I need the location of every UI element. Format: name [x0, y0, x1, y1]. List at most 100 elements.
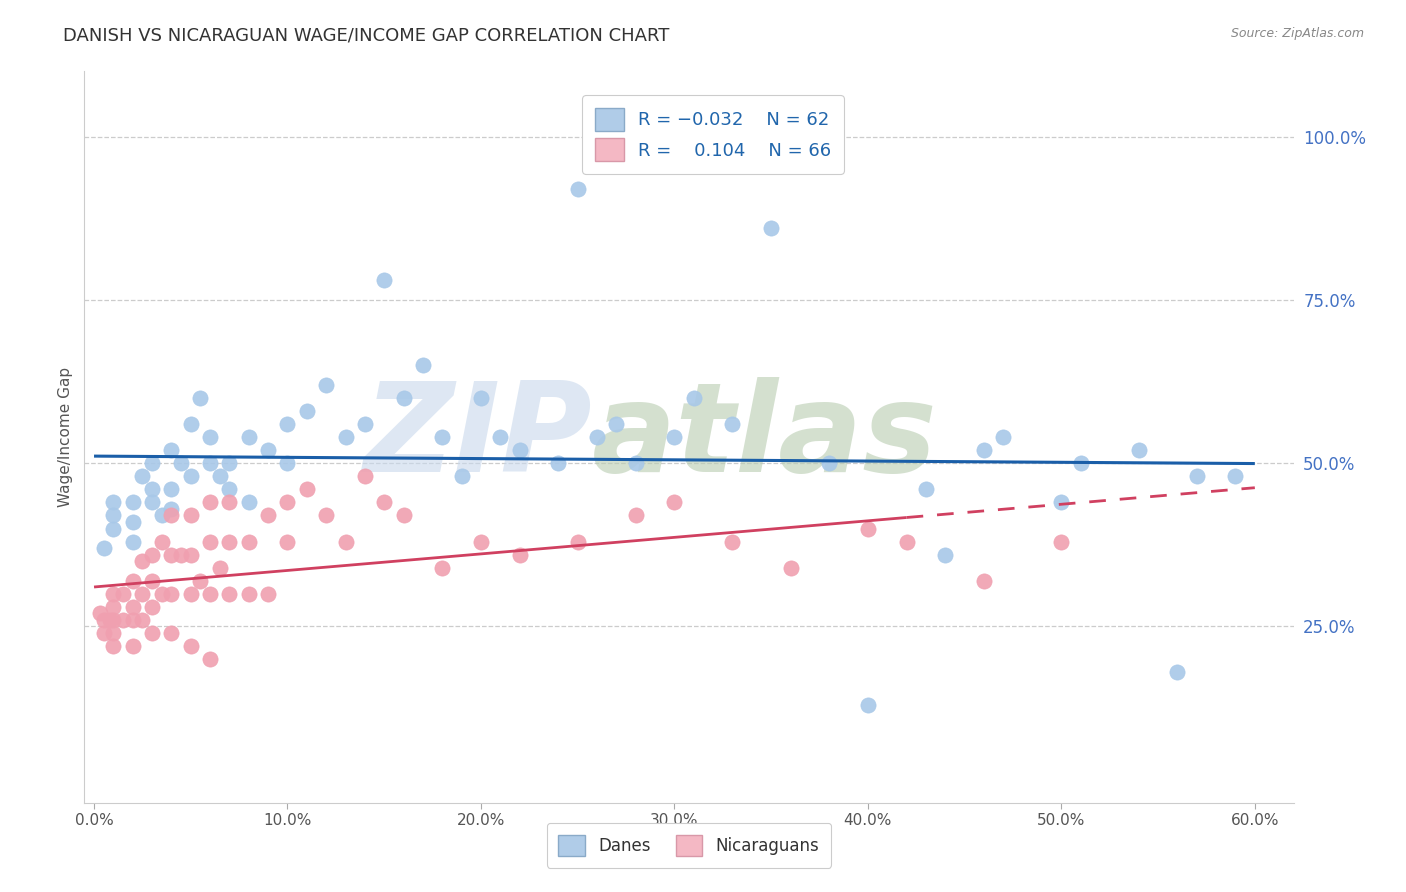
Point: [103, 599, 125, 614]
Point: [664, 495, 686, 509]
Point: [180, 508, 202, 523]
Point: [276, 456, 298, 470]
Point: [160, 483, 183, 497]
Point: [131, 469, 153, 483]
Point: [121, 515, 143, 529]
Point: [276, 534, 298, 549]
Text: DANISH VS NICARAGUAN WAGE/INCOME GAP CORRELATION CHART: DANISH VS NICARAGUAN WAGE/INCOME GAP COR…: [63, 27, 669, 45]
Point: [470, 534, 492, 549]
Point: [373, 495, 395, 509]
Point: [335, 430, 357, 444]
Point: [198, 456, 221, 470]
Text: ZIP: ZIP: [364, 376, 592, 498]
Point: [131, 613, 153, 627]
Point: [1070, 456, 1092, 470]
Point: [238, 534, 260, 549]
Point: [779, 560, 801, 574]
Point: [218, 495, 240, 509]
Point: [121, 495, 143, 509]
Point: [150, 508, 173, 523]
Point: [682, 391, 704, 405]
Point: [160, 548, 183, 562]
Point: [180, 639, 202, 653]
Point: [721, 417, 744, 431]
Point: [218, 587, 240, 601]
Point: [141, 456, 163, 470]
Point: [198, 430, 221, 444]
Point: [257, 443, 280, 458]
Point: [160, 502, 183, 516]
Y-axis label: Wage/Income Gap: Wage/Income Gap: [58, 367, 73, 508]
Point: [605, 417, 627, 431]
Point: [1050, 534, 1073, 549]
Point: [489, 430, 512, 444]
Point: [93, 541, 115, 555]
Point: [180, 548, 202, 562]
Point: [218, 483, 240, 497]
Point: [141, 599, 163, 614]
Point: [257, 508, 280, 523]
Point: [973, 574, 995, 588]
Point: [160, 587, 183, 601]
Point: [103, 626, 125, 640]
Point: [103, 508, 125, 523]
Point: [624, 508, 647, 523]
Point: [856, 521, 879, 535]
Point: [103, 521, 125, 535]
Point: [509, 548, 531, 562]
Point: [150, 587, 173, 601]
Point: [103, 495, 125, 509]
Point: [354, 469, 377, 483]
Point: [373, 273, 395, 287]
Point: [131, 554, 153, 568]
Point: [1225, 469, 1247, 483]
Point: [257, 587, 280, 601]
Point: [315, 377, 337, 392]
Point: [450, 469, 472, 483]
Point: [190, 391, 212, 405]
Point: [141, 574, 163, 588]
Point: [218, 534, 240, 549]
Point: [1185, 469, 1208, 483]
Point: [141, 483, 163, 497]
Point: [121, 639, 143, 653]
Point: [238, 495, 260, 509]
Point: [112, 613, 135, 627]
Point: [121, 574, 143, 588]
Point: [131, 587, 153, 601]
Point: [121, 534, 143, 549]
Point: [98, 613, 121, 627]
Point: [586, 430, 609, 444]
Point: [993, 430, 1015, 444]
Point: [112, 587, 135, 601]
Point: [190, 574, 212, 588]
Point: [392, 508, 415, 523]
Point: [208, 560, 231, 574]
Point: [567, 534, 589, 549]
Point: [759, 221, 782, 235]
Point: [721, 534, 744, 549]
Point: [547, 456, 569, 470]
Point: [973, 443, 995, 458]
Point: [295, 483, 318, 497]
Point: [141, 626, 163, 640]
Point: [1128, 443, 1150, 458]
Point: [121, 613, 143, 627]
Point: [198, 534, 221, 549]
Point: [198, 587, 221, 601]
Legend: Danes, Nicaraguans: Danes, Nicaraguans: [547, 822, 831, 868]
Point: [664, 430, 686, 444]
Text: Source: ZipAtlas.com: Source: ZipAtlas.com: [1230, 27, 1364, 40]
Point: [103, 613, 125, 627]
Point: [121, 599, 143, 614]
Point: [160, 443, 183, 458]
Point: [103, 587, 125, 601]
Point: [218, 456, 240, 470]
Point: [276, 417, 298, 431]
Point: [170, 456, 193, 470]
Point: [141, 548, 163, 562]
Point: [180, 469, 202, 483]
Point: [818, 456, 841, 470]
Point: [295, 404, 318, 418]
Point: [198, 495, 221, 509]
